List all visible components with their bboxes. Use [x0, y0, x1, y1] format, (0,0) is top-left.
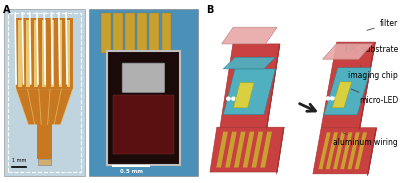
- Polygon shape: [322, 44, 372, 59]
- Circle shape: [236, 96, 241, 101]
- FancyBboxPatch shape: [34, 20, 38, 87]
- FancyBboxPatch shape: [67, 20, 70, 87]
- Circle shape: [326, 96, 330, 101]
- Text: imaging chip: imaging chip: [348, 66, 398, 80]
- Polygon shape: [266, 44, 280, 129]
- Polygon shape: [260, 132, 272, 168]
- Circle shape: [330, 96, 335, 101]
- Polygon shape: [37, 124, 52, 159]
- Polygon shape: [225, 132, 237, 168]
- Polygon shape: [332, 82, 352, 108]
- Polygon shape: [333, 132, 345, 169]
- Polygon shape: [276, 127, 284, 174]
- FancyBboxPatch shape: [89, 9, 198, 176]
- Polygon shape: [348, 132, 360, 169]
- Polygon shape: [355, 132, 367, 169]
- FancyBboxPatch shape: [38, 159, 50, 165]
- FancyBboxPatch shape: [122, 63, 165, 92]
- FancyBboxPatch shape: [150, 13, 159, 53]
- Polygon shape: [223, 57, 276, 69]
- Polygon shape: [234, 132, 246, 168]
- Polygon shape: [324, 68, 371, 115]
- FancyBboxPatch shape: [137, 13, 147, 53]
- Polygon shape: [252, 132, 263, 168]
- Polygon shape: [16, 89, 73, 124]
- Polygon shape: [359, 42, 376, 130]
- Polygon shape: [210, 127, 284, 172]
- Polygon shape: [313, 128, 377, 174]
- FancyBboxPatch shape: [162, 13, 171, 53]
- FancyBboxPatch shape: [113, 13, 123, 53]
- FancyBboxPatch shape: [113, 95, 174, 154]
- FancyBboxPatch shape: [26, 20, 30, 87]
- Polygon shape: [234, 83, 254, 108]
- Polygon shape: [326, 132, 338, 169]
- Polygon shape: [340, 132, 352, 169]
- Polygon shape: [243, 132, 254, 168]
- FancyBboxPatch shape: [4, 9, 85, 176]
- FancyBboxPatch shape: [42, 20, 46, 87]
- Text: B: B: [206, 5, 213, 16]
- Text: 0.5 mm: 0.5 mm: [120, 169, 143, 174]
- FancyBboxPatch shape: [125, 13, 135, 53]
- FancyBboxPatch shape: [18, 20, 22, 87]
- Polygon shape: [216, 132, 228, 168]
- Text: 1 mm: 1 mm: [12, 158, 26, 163]
- Polygon shape: [223, 69, 276, 115]
- Circle shape: [231, 96, 236, 101]
- Polygon shape: [220, 44, 280, 127]
- Circle shape: [226, 96, 231, 101]
- Text: filter: filter: [367, 19, 398, 30]
- Polygon shape: [222, 27, 277, 44]
- FancyBboxPatch shape: [107, 51, 180, 165]
- Text: FPC substrate: FPC substrate: [345, 45, 398, 54]
- Polygon shape: [367, 128, 377, 176]
- FancyBboxPatch shape: [58, 20, 62, 87]
- Text: micro-LED: micro-LED: [351, 89, 398, 105]
- FancyBboxPatch shape: [16, 18, 73, 89]
- Polygon shape: [318, 132, 331, 169]
- FancyBboxPatch shape: [50, 20, 54, 87]
- Text: A: A: [3, 5, 10, 16]
- Text: aluminum wiring: aluminum wiring: [333, 133, 398, 147]
- FancyBboxPatch shape: [101, 13, 111, 53]
- Circle shape: [334, 96, 339, 101]
- Polygon shape: [321, 42, 376, 128]
